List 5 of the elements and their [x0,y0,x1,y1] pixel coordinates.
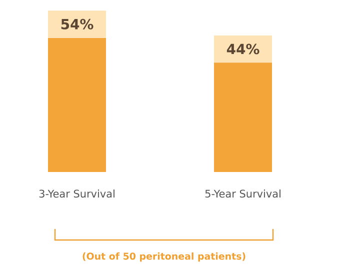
text: (Out of 50 peritoneal patients) [82,252,246,262]
data-label: 44% [226,44,260,54]
x-tick-label: 3-Year Survival [39,190,114,198]
data-label: 54% [61,18,94,30]
x-tick-label: 5-Year Survival [205,190,280,198]
